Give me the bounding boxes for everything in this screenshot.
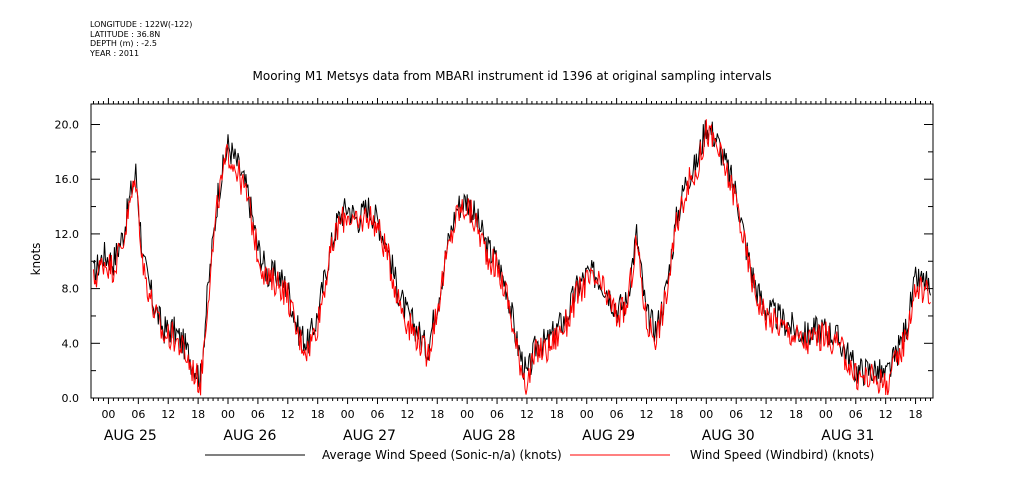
legend-label-windbird: Wind Speed (Windbird) (knots) (690, 448, 874, 462)
year-label: YEAR : 2011 (90, 48, 140, 58)
x-tick-label: 12 (281, 408, 295, 421)
x-tick-label: 06 (849, 408, 863, 421)
longitude-label: LONGITUDE : 122W(-122) (90, 20, 193, 29)
x-tick-label: 06 (490, 408, 504, 421)
x-tick-label: 18 (669, 408, 683, 421)
x-day-label: AUG 25 (104, 428, 157, 444)
series-layer (93, 119, 931, 396)
chart-title: Mooring M1 Metsys data from MBARI instru… (253, 69, 772, 83)
x-day-label: AUG 29 (582, 428, 635, 444)
series-line-windbird (93, 119, 931, 396)
axis-tick-labels: 00 06 12 18 00 06 12 18 00 06 12 18 00 06 12 18 00 06 12 18… (55, 119, 923, 444)
x-tick-label: 12 (640, 408, 654, 421)
x-tick-label: 18 (311, 408, 325, 421)
legend-label-average-wind: Average Wind Speed (Sonic-n/a) (knots) (322, 448, 562, 462)
x-tick-label: 18 (909, 408, 923, 421)
x-tick-label: 00 (221, 408, 235, 421)
x-tick-label: 06 (370, 408, 384, 421)
x-tick-label: 00 (460, 408, 474, 421)
y-tick-label: 8.0 (62, 283, 80, 296)
x-tick-label: 18 (550, 408, 564, 421)
x-day-label: AUG 30 (702, 428, 755, 444)
x-day-label: AUG 26 (223, 428, 276, 444)
legend: Average Wind Speed (Sonic-n/a) (knots) W… (205, 448, 874, 462)
plot-border (90, 103, 934, 399)
axis-ticks (91, 98, 933, 404)
x-day-label: AUG 31 (821, 428, 874, 444)
metadata-block: LONGITUDE : 122W(-122) LATITUDE : 36.8N … (90, 20, 192, 58)
x-tick-label: 12 (400, 408, 414, 421)
y-tick-label: 4.0 (62, 337, 80, 350)
x-tick-label: 00 (699, 408, 713, 421)
x-tick-label: 00 (580, 408, 594, 421)
y-tick-label: 20.0 (55, 119, 80, 132)
x-tick-label: 06 (610, 408, 624, 421)
x-tick-label: 00 (101, 408, 115, 421)
x-tick-label: 18 (789, 408, 803, 421)
x-day-label: AUG 27 (343, 428, 396, 444)
depth-label: DEPTH (m) : -2.5 (90, 39, 157, 48)
x-tick-label: 06 (729, 408, 743, 421)
y-tick-label: 0.0 (62, 392, 80, 405)
y-tick-label: 12.0 (55, 228, 80, 241)
x-day-label: AUG 28 (463, 428, 516, 444)
x-tick-label: 18 (191, 408, 205, 421)
x-tick-label: 12 (759, 408, 773, 421)
x-tick-label: 12 (520, 408, 534, 421)
x-tick-label: 12 (879, 408, 893, 421)
latitude-label: LATITUDE : 36.8N (90, 29, 161, 39)
plot-frame (90, 103, 934, 399)
x-tick-label: 06 (251, 408, 265, 421)
series-line-average-wind (93, 120, 931, 389)
x-tick-label: 12 (161, 408, 175, 421)
y-tick-label: 16.0 (55, 173, 80, 186)
y-axis-label: knots (29, 243, 43, 276)
x-tick-label: 18 (430, 408, 444, 421)
x-tick-label: 06 (131, 408, 145, 421)
x-tick-label: 00 (341, 408, 355, 421)
x-tick-label: 00 (819, 408, 833, 421)
